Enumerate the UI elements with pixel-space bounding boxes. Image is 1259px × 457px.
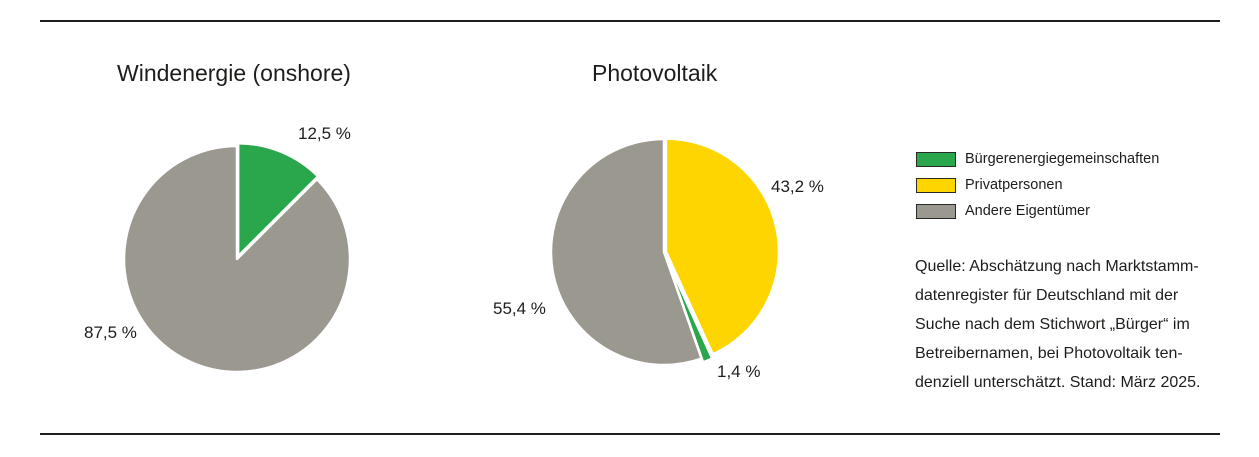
source-line: denziell unterschätzt. Stand: März 2025. — [915, 374, 1201, 391]
source-line: Betreibernamen, bei Photovoltaik ten- — [915, 345, 1183, 362]
legend-item: Bürgerenergiegemeinschaften — [916, 151, 1159, 168]
pie-slice-1 — [664, 254, 714, 364]
source-note: Quelle: Abschätzung nach Marktstamm- dat… — [915, 252, 1245, 397]
slice-label-wind-buergerenergie: 12,5 % — [298, 124, 351, 143]
pie-slice-0 — [236, 141, 320, 258]
legend-swatch-privatpersonen — [916, 178, 956, 193]
chart-title-photovoltaik: Photovoltaik — [592, 60, 718, 86]
bottom-rule — [40, 433, 1220, 435]
legend-swatch-buergerenergie — [916, 152, 956, 167]
slice-label-pv-andere: 55,4 % — [493, 299, 546, 318]
pie-chart-windenergie — [122, 141, 352, 374]
legend: Bürgerenergiegemeinschaften Privatperson… — [916, 151, 1159, 229]
legend-label: Andere Eigentümer — [965, 203, 1090, 220]
legend-item: Privatpersonen — [916, 177, 1159, 194]
source-line: datenregister für Deutschland mit der — [915, 287, 1179, 304]
top-rule — [40, 20, 1220, 22]
source-line: Suche nach dem Stichwort „Bürger“ im — [915, 316, 1190, 333]
legend-label: Privatpersonen — [965, 177, 1063, 194]
pie-chart-photovoltaik — [549, 137, 781, 367]
pie-slice-2 — [549, 137, 703, 367]
slice-label-pv-buergerenergie: 1,4 % — [717, 362, 761, 381]
slice-label-pv-privatpersonen: 43,2 % — [771, 177, 824, 196]
pie-slice-1 — [122, 144, 352, 374]
legend-swatch-andere — [916, 204, 956, 219]
legend-item: Andere Eigentümer — [916, 203, 1159, 220]
slice-label-wind-andere: 87,5 % — [84, 323, 137, 342]
source-line: Quelle: Abschätzung nach Marktstamm- — [915, 258, 1199, 275]
legend-label: Bürgerenergiegemeinschaften — [965, 151, 1160, 168]
chart-title-windenergie: Windenergie (onshore) — [117, 60, 351, 86]
pie-slice-0 — [664, 137, 781, 356]
